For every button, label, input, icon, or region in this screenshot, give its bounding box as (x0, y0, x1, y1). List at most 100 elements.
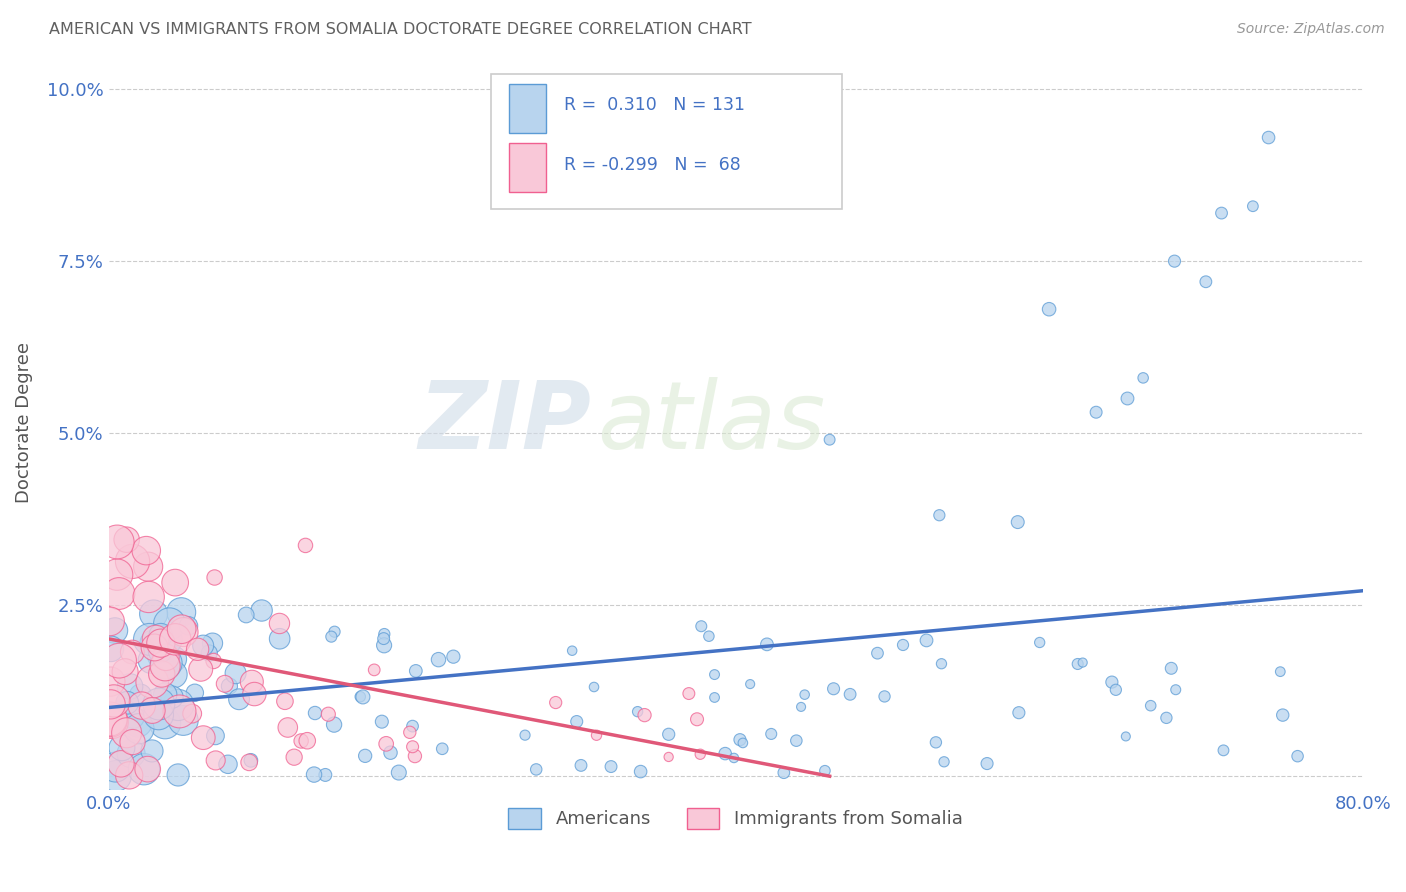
Point (190, 662, 212, 676)
Point (114, 665, 136, 679)
Point (814, 764, 837, 778)
Point (544, 696, 567, 710)
Point (98, 615, 121, 629)
Point (626, 705, 648, 719)
Point (703, 667, 725, 681)
Point (204, 753, 226, 767)
Point (153, 658, 176, 673)
Text: atlas: atlas (598, 377, 825, 468)
Point (1163, 254, 1185, 268)
Text: R =  0.310   N = 131: R = 0.310 N = 131 (564, 96, 745, 114)
Point (129, 688, 152, 702)
Point (127, 716, 149, 731)
Point (115, 533, 138, 547)
Point (142, 607, 165, 621)
Point (352, 690, 374, 704)
Point (103, 694, 125, 708)
Point (1028, 635, 1050, 649)
Legend: Americans, Immigrants from Somalia: Americans, Immigrants from Somalia (501, 801, 970, 836)
Point (304, 706, 326, 720)
Point (167, 698, 190, 712)
Point (98, 674, 121, 689)
Point (121, 735, 143, 749)
Point (1105, 682, 1128, 697)
Point (111, 740, 134, 755)
Point (314, 768, 336, 782)
Point (170, 622, 193, 636)
Point (1116, 392, 1139, 406)
Point (1156, 711, 1178, 725)
Point (149, 628, 172, 642)
FancyBboxPatch shape (509, 143, 546, 192)
Point (561, 643, 583, 657)
Point (928, 508, 950, 523)
Point (728, 732, 751, 747)
Point (149, 644, 172, 658)
Point (565, 714, 588, 729)
Point (1257, 130, 1279, 145)
Point (1115, 730, 1137, 744)
Point (323, 717, 346, 731)
Point (120, 680, 142, 694)
Point (156, 632, 179, 647)
Point (297, 733, 319, 747)
Point (225, 666, 247, 681)
Point (697, 629, 720, 643)
Point (136, 559, 159, 574)
Point (723, 751, 745, 765)
Point (1007, 515, 1029, 529)
Point (138, 590, 160, 604)
Y-axis label: Doctorate Degree: Doctorate Degree (15, 342, 32, 503)
Point (1241, 199, 1264, 213)
Point (524, 763, 547, 777)
Point (678, 687, 700, 701)
Point (143, 640, 166, 655)
Point (761, 727, 783, 741)
Point (585, 728, 607, 742)
Point (135, 543, 157, 558)
Point (1008, 706, 1031, 720)
Point (380, 746, 402, 760)
Point (398, 725, 420, 739)
Point (150, 667, 173, 681)
Point (658, 750, 681, 764)
Point (101, 715, 124, 730)
Point (731, 736, 754, 750)
Point (714, 747, 737, 761)
Point (427, 653, 450, 667)
Point (239, 753, 262, 767)
Point (155, 656, 177, 670)
Point (371, 714, 394, 729)
Point (141, 635, 163, 649)
Point (1211, 206, 1233, 220)
Point (115, 696, 138, 710)
Point (250, 603, 273, 617)
Point (1038, 302, 1060, 317)
Point (790, 699, 813, 714)
Text: Source: ZipAtlas.com: Source: ZipAtlas.com (1237, 22, 1385, 37)
Point (1101, 675, 1123, 690)
Point (401, 739, 423, 754)
Point (318, 707, 340, 722)
Point (153, 716, 176, 731)
Point (173, 625, 195, 640)
Point (1085, 405, 1108, 419)
FancyBboxPatch shape (509, 84, 546, 133)
Point (141, 744, 163, 758)
Point (177, 619, 200, 633)
Point (204, 570, 226, 584)
Point (108, 654, 131, 668)
Point (108, 586, 131, 600)
Point (1271, 708, 1294, 723)
Point (141, 703, 163, 717)
Point (740, 677, 762, 691)
Point (136, 762, 159, 776)
Point (793, 688, 815, 702)
Point (388, 765, 411, 780)
Point (187, 642, 209, 657)
Point (441, 649, 464, 664)
Point (204, 729, 226, 743)
Point (925, 735, 948, 749)
Point (1132, 371, 1154, 385)
Point (100, 714, 122, 728)
